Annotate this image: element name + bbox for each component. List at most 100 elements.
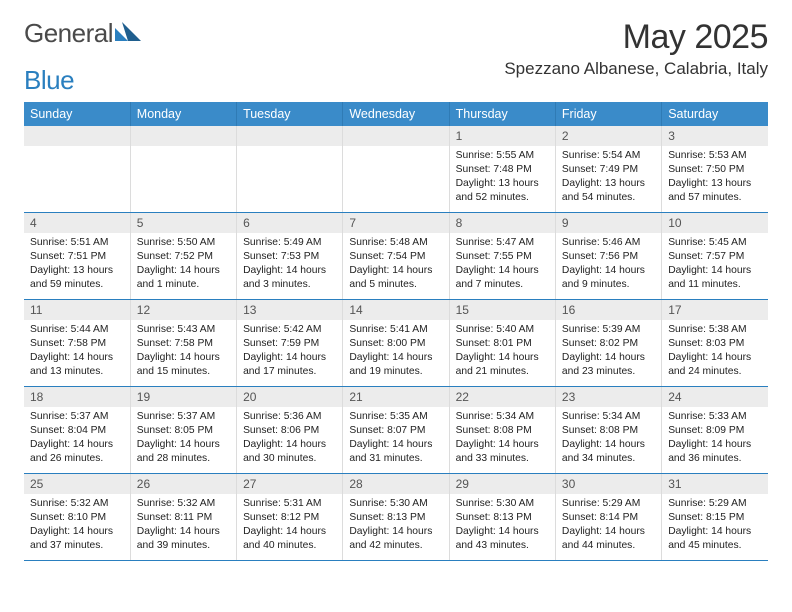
sunrise-text: Sunrise: 5:34 AM: [456, 410, 549, 424]
day-body: Sunrise: 5:38 AMSunset: 8:03 PMDaylight:…: [662, 320, 768, 386]
daylight-text: Daylight: 14 hours and 45 minutes.: [668, 525, 762, 553]
sunset-text: Sunset: 8:06 PM: [243, 424, 336, 438]
daylight-text: Daylight: 14 hours and 19 minutes.: [349, 351, 442, 379]
calendar-day-cell: 15Sunrise: 5:40 AMSunset: 8:01 PMDayligh…: [449, 300, 555, 387]
daylight-text: Daylight: 14 hours and 26 minutes.: [30, 438, 124, 466]
calendar-day-cell: [130, 126, 236, 213]
day-body: Sunrise: 5:43 AMSunset: 7:58 PMDaylight:…: [131, 320, 236, 386]
day-number: 7: [343, 213, 448, 233]
day-body: Sunrise: 5:48 AMSunset: 7:54 PMDaylight:…: [343, 233, 448, 299]
day-body: Sunrise: 5:46 AMSunset: 7:56 PMDaylight:…: [556, 233, 661, 299]
sunrise-text: Sunrise: 5:30 AM: [456, 497, 549, 511]
daylight-text: Daylight: 13 hours and 57 minutes.: [668, 177, 762, 205]
location-subtitle: Spezzano Albanese, Calabria, Italy: [504, 59, 768, 79]
sunrise-text: Sunrise: 5:54 AM: [562, 149, 655, 163]
daylight-text: Daylight: 14 hours and 23 minutes.: [562, 351, 655, 379]
daylight-text: Daylight: 14 hours and 30 minutes.: [243, 438, 336, 466]
calendar-day-cell: 10Sunrise: 5:45 AMSunset: 7:57 PMDayligh…: [662, 213, 768, 300]
daylight-text: Daylight: 13 hours and 59 minutes.: [30, 264, 124, 292]
day-number: 9: [556, 213, 661, 233]
sunset-text: Sunset: 8:05 PM: [137, 424, 230, 438]
calendar-day-cell: 18Sunrise: 5:37 AMSunset: 8:04 PMDayligh…: [24, 387, 130, 474]
day-body: [24, 146, 130, 212]
day-number: 5: [131, 213, 236, 233]
daylight-text: Daylight: 14 hours and 33 minutes.: [456, 438, 549, 466]
day-body: Sunrise: 5:50 AMSunset: 7:52 PMDaylight:…: [131, 233, 236, 299]
calendar-day-cell: 23Sunrise: 5:34 AMSunset: 8:08 PMDayligh…: [555, 387, 661, 474]
daylight-text: Daylight: 13 hours and 52 minutes.: [456, 177, 549, 205]
sunset-text: Sunset: 7:49 PM: [562, 163, 655, 177]
calendar-day-cell: 30Sunrise: 5:29 AMSunset: 8:14 PMDayligh…: [555, 474, 661, 561]
calendar-day-cell: 28Sunrise: 5:30 AMSunset: 8:13 PMDayligh…: [343, 474, 449, 561]
day-body: Sunrise: 5:36 AMSunset: 8:06 PMDaylight:…: [237, 407, 342, 473]
sunset-text: Sunset: 8:13 PM: [456, 511, 549, 525]
daylight-text: Daylight: 14 hours and 24 minutes.: [668, 351, 762, 379]
title-block: May 2025 Spezzano Albanese, Calabria, It…: [504, 18, 768, 85]
calendar-day-cell: [343, 126, 449, 213]
sunrise-text: Sunrise: 5:32 AM: [30, 497, 124, 511]
calendar-day-cell: 5Sunrise: 5:50 AMSunset: 7:52 PMDaylight…: [130, 213, 236, 300]
sunrise-text: Sunrise: 5:30 AM: [349, 497, 442, 511]
day-body: Sunrise: 5:44 AMSunset: 7:58 PMDaylight:…: [24, 320, 130, 386]
day-number: 15: [450, 300, 555, 320]
day-number: [24, 126, 130, 146]
sunrise-text: Sunrise: 5:39 AM: [562, 323, 655, 337]
calendar-day-cell: 13Sunrise: 5:42 AMSunset: 7:59 PMDayligh…: [237, 300, 343, 387]
daylight-text: Daylight: 14 hours and 3 minutes.: [243, 264, 336, 292]
day-number: 8: [450, 213, 555, 233]
sunset-text: Sunset: 7:50 PM: [668, 163, 762, 177]
daylight-text: Daylight: 14 hours and 9 minutes.: [562, 264, 655, 292]
day-body: Sunrise: 5:54 AMSunset: 7:49 PMDaylight:…: [556, 146, 661, 212]
calendar-day-cell: 22Sunrise: 5:34 AMSunset: 8:08 PMDayligh…: [449, 387, 555, 474]
daylight-text: Daylight: 14 hours and 15 minutes.: [137, 351, 230, 379]
sunset-text: Sunset: 8:07 PM: [349, 424, 442, 438]
sunrise-text: Sunrise: 5:37 AM: [30, 410, 124, 424]
calendar-day-cell: 31Sunrise: 5:29 AMSunset: 8:15 PMDayligh…: [662, 474, 768, 561]
sunrise-text: Sunrise: 5:33 AM: [668, 410, 762, 424]
sunrise-text: Sunrise: 5:53 AM: [668, 149, 762, 163]
calendar-day-cell: 11Sunrise: 5:44 AMSunset: 7:58 PMDayligh…: [24, 300, 130, 387]
sunset-text: Sunset: 8:08 PM: [562, 424, 655, 438]
calendar-week-row: 11Sunrise: 5:44 AMSunset: 7:58 PMDayligh…: [24, 300, 768, 387]
calendar-day-cell: [237, 126, 343, 213]
day-number: 28: [343, 474, 448, 494]
day-body: Sunrise: 5:39 AMSunset: 8:02 PMDaylight:…: [556, 320, 661, 386]
day-body: Sunrise: 5:34 AMSunset: 8:08 PMDaylight:…: [556, 407, 661, 473]
sunrise-text: Sunrise: 5:42 AM: [243, 323, 336, 337]
day-number: 24: [662, 387, 768, 407]
weekday-wednesday: Wednesday: [343, 102, 449, 126]
sunset-text: Sunset: 8:04 PM: [30, 424, 124, 438]
logo: General: [24, 18, 143, 49]
day-body: Sunrise: 5:45 AMSunset: 7:57 PMDaylight:…: [662, 233, 768, 299]
sunset-text: Sunset: 8:00 PM: [349, 337, 442, 351]
calendar-day-cell: 9Sunrise: 5:46 AMSunset: 7:56 PMDaylight…: [555, 213, 661, 300]
day-body: Sunrise: 5:37 AMSunset: 8:05 PMDaylight:…: [131, 407, 236, 473]
weekday-header-row: Sunday Monday Tuesday Wednesday Thursday…: [24, 102, 768, 126]
sunset-text: Sunset: 7:53 PM: [243, 250, 336, 264]
sunset-text: Sunset: 7:56 PM: [562, 250, 655, 264]
sunset-text: Sunset: 8:13 PM: [349, 511, 442, 525]
day-body: Sunrise: 5:37 AMSunset: 8:04 PMDaylight:…: [24, 407, 130, 473]
weekday-tuesday: Tuesday: [237, 102, 343, 126]
sunrise-text: Sunrise: 5:48 AM: [349, 236, 442, 250]
sunrise-text: Sunrise: 5:34 AM: [562, 410, 655, 424]
day-number: 27: [237, 474, 342, 494]
day-body: Sunrise: 5:49 AMSunset: 7:53 PMDaylight:…: [237, 233, 342, 299]
logo-mark-icon: [115, 21, 141, 46]
weekday-thursday: Thursday: [449, 102, 555, 126]
day-number: 29: [450, 474, 555, 494]
day-number: 1: [450, 126, 555, 146]
day-body: Sunrise: 5:30 AMSunset: 8:13 PMDaylight:…: [343, 494, 448, 560]
sunset-text: Sunset: 8:11 PM: [137, 511, 230, 525]
sunrise-text: Sunrise: 5:29 AM: [668, 497, 762, 511]
calendar-day-cell: 16Sunrise: 5:39 AMSunset: 8:02 PMDayligh…: [555, 300, 661, 387]
daylight-text: Daylight: 14 hours and 43 minutes.: [456, 525, 549, 553]
logo-text-right: Blue: [24, 65, 74, 96]
calendar-day-cell: 3Sunrise: 5:53 AMSunset: 7:50 PMDaylight…: [662, 126, 768, 213]
calendar-day-cell: 12Sunrise: 5:43 AMSunset: 7:58 PMDayligh…: [130, 300, 236, 387]
day-number: [237, 126, 342, 146]
sunrise-text: Sunrise: 5:36 AM: [243, 410, 336, 424]
day-number: 26: [131, 474, 236, 494]
calendar-day-cell: 2Sunrise: 5:54 AMSunset: 7:49 PMDaylight…: [555, 126, 661, 213]
day-body: Sunrise: 5:41 AMSunset: 8:00 PMDaylight:…: [343, 320, 448, 386]
